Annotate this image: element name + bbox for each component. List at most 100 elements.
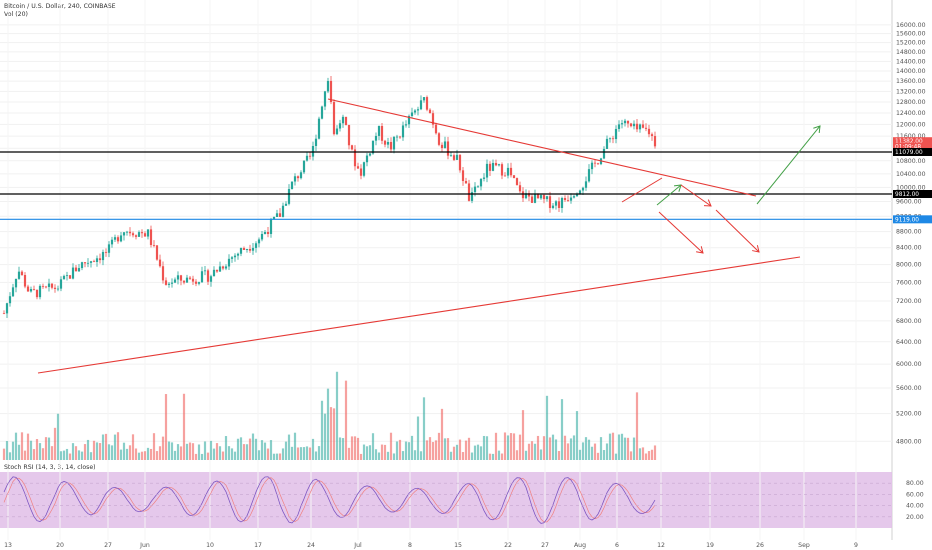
volume-bar — [521, 410, 525, 460]
candle-body — [314, 138, 318, 146]
candle-body — [8, 296, 12, 304]
volume-bar — [557, 451, 561, 460]
volume-bar — [272, 453, 276, 460]
volume-bar — [233, 451, 237, 460]
arrow-down-2-head — [752, 245, 760, 253]
volume-bar — [392, 453, 396, 460]
candle-body — [380, 125, 384, 141]
volume-bar — [92, 440, 96, 460]
flag-trendline[interactable] — [621, 177, 663, 203]
candle-body — [386, 141, 390, 145]
candle-body — [401, 125, 405, 138]
volume-bar — [308, 447, 312, 460]
candle-body — [410, 112, 414, 116]
candle-body — [536, 193, 540, 199]
grid — [0, 24, 892, 442]
candle-body — [188, 277, 192, 279]
price-tick-label: 15600.00 — [896, 31, 926, 38]
candle-body — [170, 282, 174, 284]
candle-body — [467, 183, 471, 201]
candle-body — [122, 232, 126, 236]
candle-body — [119, 235, 123, 242]
candle-body — [440, 144, 444, 149]
price-tag-label: 11079.00 — [895, 150, 923, 156]
price-tag-label: 11382.00 — [895, 139, 923, 145]
volume-bar — [404, 441, 408, 460]
volume-bar — [263, 442, 267, 460]
rsi-tick-label: 40.00 — [906, 503, 924, 510]
volume-bar — [584, 437, 588, 460]
volume-bar — [224, 436, 228, 460]
volume-bar — [569, 438, 573, 460]
volume-bar — [587, 439, 591, 460]
arrow-down-short[interactable] — [680, 184, 712, 207]
volume-bar — [269, 440, 273, 460]
candle-body — [551, 205, 555, 209]
candle-body — [614, 128, 618, 140]
candle-body — [71, 267, 75, 279]
arrow-down-1[interactable] — [658, 211, 704, 254]
volume-bar — [506, 435, 510, 460]
volume-bar — [500, 453, 504, 460]
price-tag — [893, 189, 932, 198]
volume-bar — [245, 444, 249, 460]
volume-bar — [83, 444, 87, 460]
time-tick-label: 26 — [756, 542, 764, 549]
volume-bar — [590, 446, 594, 460]
candle-body — [518, 185, 522, 192]
candle-body — [260, 233, 264, 240]
ascending-trendline[interactable] — [37, 256, 801, 374]
arrow-up-short[interactable] — [656, 184, 682, 206]
volume-bar — [365, 446, 369, 460]
candle-body — [218, 266, 222, 272]
volume-bar — [293, 432, 297, 460]
candle-body — [65, 275, 69, 277]
volume-bar — [236, 438, 240, 460]
volume-bar — [314, 451, 318, 460]
volume-bar — [44, 437, 48, 460]
volume-bar — [137, 452, 141, 460]
arrow-up-long[interactable] — [756, 125, 821, 205]
candle-body — [179, 275, 183, 281]
candle-body — [278, 213, 282, 217]
volume-bar — [68, 453, 72, 460]
candle-body — [125, 231, 129, 233]
volume-bar — [572, 435, 576, 460]
volume-bar — [593, 443, 597, 460]
volume-bar — [203, 441, 207, 460]
volume-bar — [356, 437, 360, 460]
candle-body — [284, 203, 288, 206]
candle-body — [107, 244, 111, 253]
volume-bar — [146, 447, 150, 460]
price-tag-label: 01:09:48 — [895, 145, 921, 151]
volume-bar — [20, 432, 24, 460]
volume-bar — [428, 437, 432, 460]
volume-bar — [386, 451, 390, 460]
volume-bar — [620, 433, 624, 460]
volume-bar — [632, 437, 636, 460]
price-tick-label: 14400.00 — [896, 58, 926, 65]
candle-body — [362, 162, 366, 176]
candle-body — [191, 278, 195, 282]
volume-bar — [182, 393, 186, 460]
candle-body — [293, 176, 297, 182]
arrow-down-2[interactable] — [715, 209, 760, 253]
time-tick-label: Jul — [353, 542, 362, 549]
time-tick-label: 10 — [206, 542, 214, 549]
candle-body — [269, 219, 273, 234]
candle-body — [560, 198, 564, 209]
volume-bar — [266, 448, 270, 460]
candle-body — [473, 186, 477, 193]
candle-body — [620, 123, 624, 125]
volume-bar — [605, 443, 609, 460]
candle-body — [476, 186, 480, 188]
candle-body — [593, 162, 597, 164]
descending-trendline[interactable] — [327, 98, 757, 197]
candle-body — [584, 181, 588, 188]
candle-body — [359, 168, 363, 176]
price-tick-label: 12000.00 — [896, 121, 926, 128]
candle-body — [164, 280, 168, 285]
candle-body — [521, 191, 525, 199]
candle-body — [626, 120, 630, 124]
